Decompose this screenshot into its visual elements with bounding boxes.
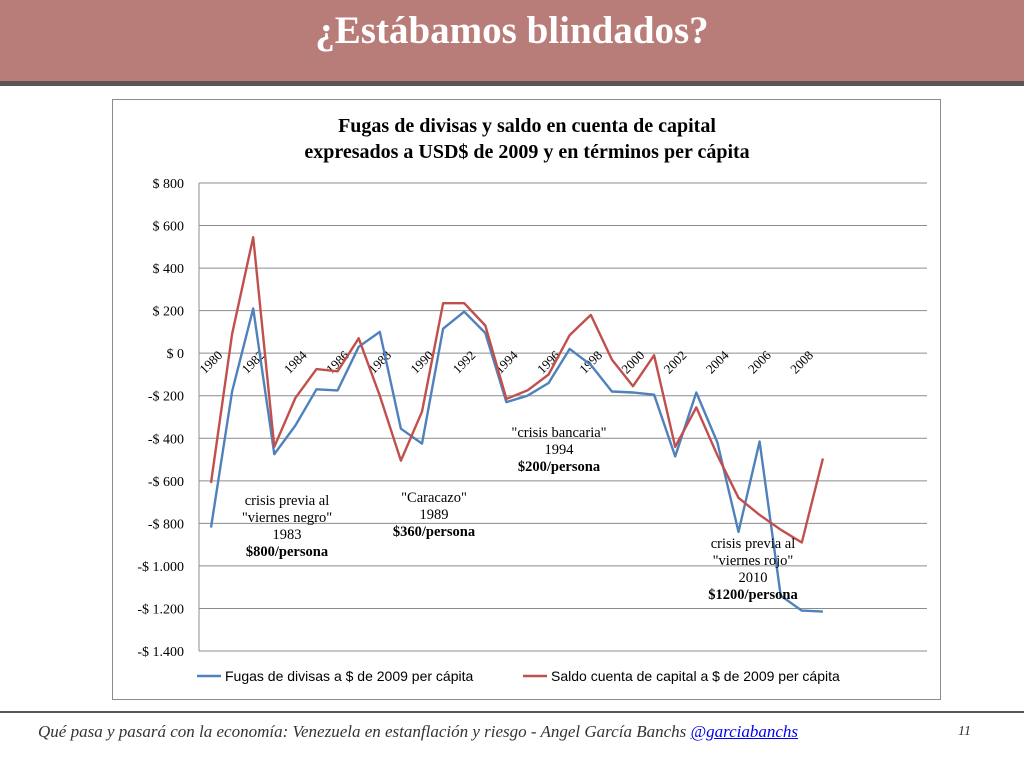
chart-title-line1: Fugas de divisas y saldo en cuenta de ca… [338,115,716,137]
series-line-fugas [209,307,823,613]
y-tick-label: -$ 800 [148,517,184,532]
y-tick-label: -$ 1.200 [137,602,184,617]
annotation-text: "Caracazo" [401,490,467,506]
y-tick-label: $ 800 [153,177,185,192]
y-tick-label: -$ 1.000 [137,560,184,575]
y-tick-label: -$ 600 [148,475,184,490]
y-tick-label: $ 200 [153,305,185,320]
footer-handle-link[interactable]: @garciabanchs [690,722,799,741]
y-tick-label: $ 600 [153,220,185,235]
page-number: 11 [958,724,971,739]
chart-svg: Fugas de divisas y saldo en cuenta de ca… [137,115,927,684]
annotation-text: "crisis bancaria" [511,425,606,441]
y-tick-label: -$ 400 [148,432,184,447]
annotation-text: 1989 [420,507,449,523]
y-tick-label: $ 0 [167,347,185,362]
x-tick-label: 2002 [661,348,690,377]
footer: Qué pasa y pasará con la economía: Venez… [38,722,798,742]
x-tick-label: 2004 [703,347,732,376]
annotation-amount: $200/persona [518,459,601,475]
annotation-text: 1994 [545,442,575,458]
x-tick-label: 1998 [576,348,605,377]
annotation-amount: $800/persona [246,544,329,560]
y-tick-label: $ 400 [153,262,185,277]
x-tick-label: 1992 [450,348,479,377]
annotation-amount: $360/persona [393,524,476,540]
y-tick-label: -$ 1.400 [137,645,184,660]
series-line-saldo [209,235,825,544]
x-tick-label: 1984 [281,347,310,376]
x-tick-label: 2008 [787,348,816,377]
x-tick-label: 1980 [196,348,225,377]
annotation-text: "viernes rojo" [713,553,794,569]
annotation-text: crisis previa al [245,493,330,509]
x-tick-label: 2006 [745,347,774,376]
chart-title-line2: expresados a USD$ de 2009 y en términos … [304,141,749,163]
annotation-amount: $1200/persona [708,587,798,603]
legend-saldo-label: Saldo cuenta de capital a $ de 2009 per … [551,668,840,684]
annotation-text: 1983 [273,527,302,543]
title-bar: ¿Estábamos blindados? [0,0,1024,86]
footer-divider [0,711,1024,713]
y-tick-label: -$ 200 [148,390,184,405]
annotation-text: 2010 [739,570,768,586]
annotation-text: "viernes negro" [242,510,332,526]
legend-fugas-label: Fugas de divisas a $ de 2009 per cápita [225,668,473,684]
annotation-text: crisis previa al [711,536,796,552]
footer-text: Qué pasa y pasará con la economía: Venez… [38,722,687,741]
chart-frame: Fugas de divisas y saldo en cuenta de ca… [112,99,941,700]
slide-title: ¿Estábamos blindados? [315,9,709,52]
